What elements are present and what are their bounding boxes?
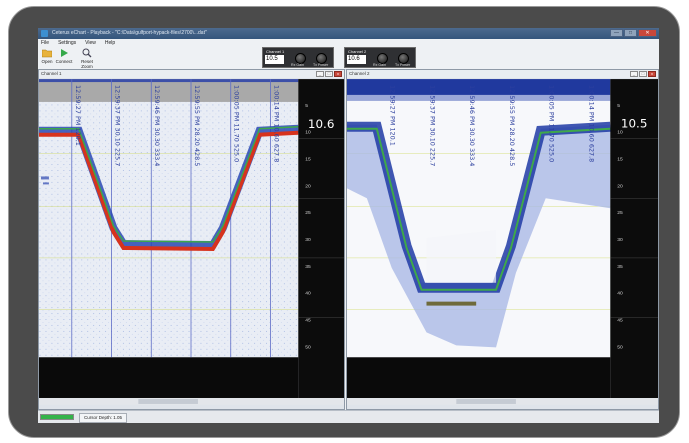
depth-scale-label: 15 <box>305 157 311 163</box>
event-mark-label: 1:00:05 PM 11.70 525.0 <box>548 85 556 162</box>
zoom-icon <box>82 48 92 58</box>
channel-2-value[interactable]: 10.6 <box>347 55 366 64</box>
depth-scale-label: 40 <box>617 291 623 297</box>
channel-2-rx-gain-label: Rx Gain <box>373 63 386 67</box>
depth-scale-label: 5 <box>305 103 308 109</box>
channel-2-event-marks: 12:59:27 PM 120.1 12:59:37 PM 30.10 225.7… <box>389 85 596 166</box>
channel-1-tx-power-knob[interactable] <box>316 53 327 64</box>
menu-settings[interactable]: Settings <box>58 40 77 46</box>
event-mark-label: 12:59:37 PM 30.10 225.7 <box>113 85 121 166</box>
channel-2-control: Channel 2 10.6 Rx Gain Tx Power <box>344 47 416 68</box>
depth-scale-label: 35 <box>305 264 311 270</box>
depth-scale-label: 20 <box>305 183 311 189</box>
channel-1-panel-controls: _ □ x <box>316 71 342 77</box>
channel-2-panel: Channel 2 _ □ x 12:59:27 PM 120.1 12:59:3… <box>346 69 659 410</box>
reset-zoom-button[interactable]: Reset Zoom <box>75 48 99 69</box>
channel-2-depth-scale: 5 10 15 20 25 30 35 40 45 50 <box>617 103 623 350</box>
channel-1-close-button[interactable]: x <box>334 71 342 77</box>
event-mark-label: 1:00:14 PM 10.60 627.8 <box>272 85 280 162</box>
cursor-depth: Cursor Depth: 1.05 <box>79 413 128 423</box>
channel-1-rx-gain-knob[interactable] <box>295 53 306 64</box>
channel-1-tx-power-label: Tx Power <box>313 63 329 67</box>
event-mark-label: 12:59:55 PM 28.20 428.5 <box>193 85 201 166</box>
depth-scale-label: 45 <box>617 318 623 324</box>
depth-scale-label: 35 <box>617 264 623 270</box>
channel-2-tx-power-label: Tx Power <box>395 63 411 67</box>
depth-scale-label: 30 <box>617 237 623 243</box>
progress-fill <box>41 415 73 419</box>
channel-2-echogram[interactable]: 12:59:27 PM 120.1 12:59:37 PM 30.10 225.7… <box>347 78 658 411</box>
channel-1-label: Channel 1 <box>266 49 285 54</box>
channel-1-value[interactable]: 10.5 <box>265 55 284 64</box>
event-mark-label: 12:59:46 PM 30.30 333.4 <box>153 85 161 166</box>
channel-2-depth-readout: 10.5 <box>621 117 648 131</box>
event-mark-label: 12:59:27 PM 120.1 <box>389 85 397 146</box>
open-label: Open <box>41 59 53 64</box>
depth-scale-label: 25 <box>617 210 623 216</box>
depth-scale-label: 10 <box>617 130 623 136</box>
event-mark-label: 12:59:46 PM 30.30 333.4 <box>468 85 476 166</box>
channel-2-rx-gain-knob[interactable] <box>377 53 388 64</box>
channel-2-close-button[interactable]: x <box>648 71 656 77</box>
channel-2-panel-controls: _ □ x <box>630 71 656 77</box>
playback-progress <box>40 414 74 420</box>
channel-1-restore-button[interactable]: □ <box>325 71 333 77</box>
depth-scale-label: 40 <box>305 291 311 297</box>
depth-scale-label: 15 <box>617 157 623 163</box>
depth-scale-label: 10 <box>305 130 311 136</box>
window-controls: — □ ✕ <box>610 29 657 38</box>
menu-bar: File Settings View Help <box>38 39 659 47</box>
minimize-button[interactable]: — <box>610 29 623 37</box>
open-button[interactable]: Open <box>41 48 53 68</box>
channel-1-echogram[interactable]: 12:59:27 PM 120.1 12:59:37 PM 30.10 225.7… <box>39 78 344 411</box>
event-mark-label: 12:59:27 PM 120.1 <box>74 85 82 146</box>
channel-1-control: Channel 1 10.5 Rx Gain Tx Power <box>262 47 334 68</box>
folder-icon <box>42 49 52 58</box>
status-bar: Cursor Depth: 1.05 <box>38 410 659 423</box>
channel-2-restore-button[interactable]: □ <box>639 71 647 77</box>
maximize-button[interactable]: □ <box>624 29 637 37</box>
channel-2-tx-power-knob[interactable] <box>398 53 409 64</box>
event-mark-label: 1:00:05 PM 11.70 525.0 <box>233 85 241 162</box>
event-mark-label: 12:59:55 PM 28.20 428.5 <box>508 85 516 166</box>
play-icon <box>61 49 68 57</box>
channel-2-panel-title: Channel 2 <box>347 70 658 78</box>
reset-zoom-label: Reset Zoom <box>81 59 93 69</box>
title-bar: Ceterus eChart - Playback - "C:\Data\gul… <box>38 28 659 39</box>
channel-1-event-marks: 12:59:27 PM 120.1 12:59:37 PM 30.10 225.7… <box>74 85 281 166</box>
channel-2-minimize-button[interactable]: _ <box>630 71 638 77</box>
close-button[interactable]: ✕ <box>638 29 657 37</box>
channel-2-label: Channel 2 <box>348 49 367 54</box>
depth-scale-label: 25 <box>305 210 311 216</box>
depth-scale-label: 5 <box>617 103 620 109</box>
channel-1-panel: Channel 1 _ □ x <box>38 69 345 410</box>
depth-scale-label: 30 <box>305 237 311 243</box>
channel-1-minimize-button[interactable]: _ <box>316 71 324 77</box>
channel-1-rx-gain-label: Rx Gain <box>291 63 304 67</box>
connect-button[interactable]: Connect <box>55 48 73 68</box>
depth-scale-label: 50 <box>617 344 623 350</box>
channel-2-scroll-thumb[interactable] <box>456 399 516 404</box>
menu-file[interactable]: File <box>41 40 50 46</box>
window-title: Ceterus eChart - Playback - "C:\Data\gul… <box>52 30 207 36</box>
toolbar: Open Connect Reset Zoom Channel 1 10.5 R… <box>38 47 659 70</box>
depth-scale-label: 45 <box>305 317 311 323</box>
menu-view[interactable]: View <box>85 40 96 46</box>
app-icon <box>41 30 48 37</box>
depth-scale-label: 20 <box>617 183 623 189</box>
channel-1-depth-scale: 5 10 15 20 25 30 35 40 45 50 <box>305 103 311 350</box>
connect-label: Connect <box>55 59 73 64</box>
channel-1-panel-title: Channel 1 <box>39 70 344 78</box>
event-mark-label: 12:59:37 PM 30.10 225.7 <box>428 85 436 166</box>
app-window: Ceterus eChart - Playback - "C:\Data\gul… <box>38 28 659 423</box>
channel-1-scroll-thumb[interactable] <box>138 398 198 404</box>
depth-scale-label: 50 <box>305 344 311 350</box>
event-mark-label: 1:00:14 PM 10.60 627.8 <box>587 85 595 162</box>
menu-help[interactable]: Help <box>104 40 116 46</box>
channel-1-depth-readout: 10.6 <box>308 117 335 131</box>
